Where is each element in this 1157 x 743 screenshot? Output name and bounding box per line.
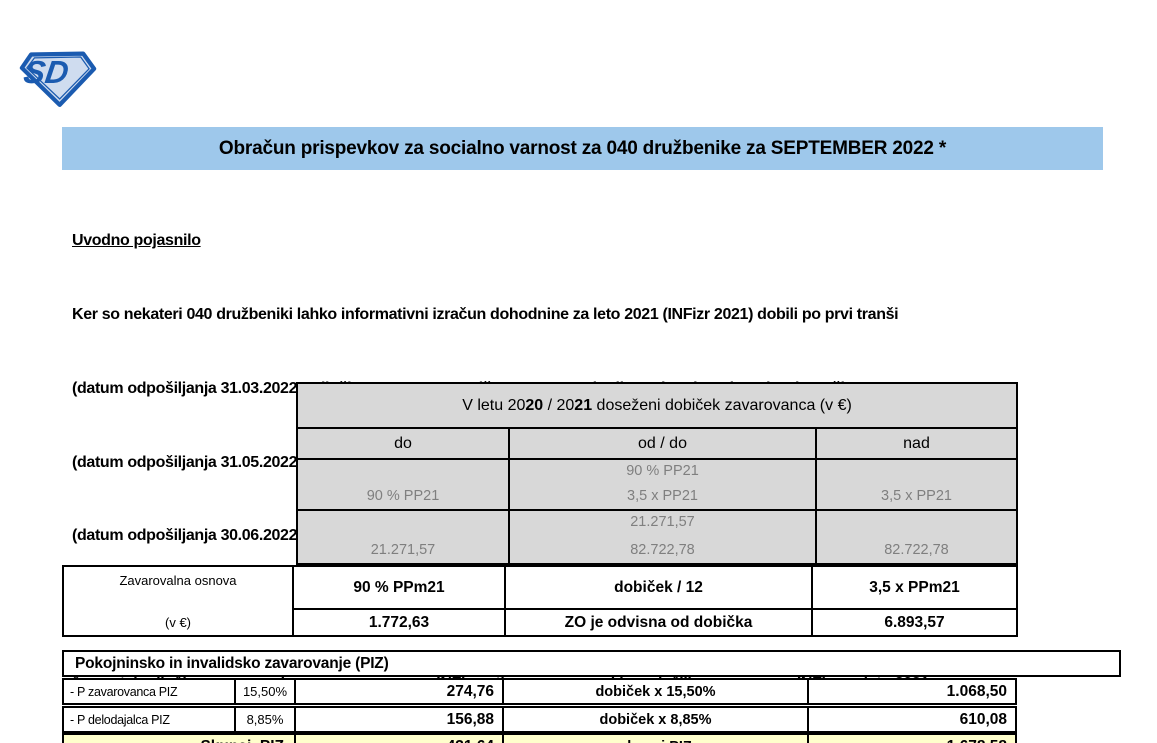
piz-row-rate: 8,85% (236, 708, 294, 731)
piz-row-amount-nad: 610,08 (809, 708, 1015, 731)
document-title-bar: Obračun prispevkov za socialno varnost z… (62, 127, 1103, 170)
base-formula-do: 90 % PPm21 (294, 567, 504, 608)
piz-total-formula: skupaj PIZ (504, 735, 807, 743)
threshold-cell-nad: 82.722,78 (817, 511, 1016, 563)
piz-row-label: - P delodajalca PIZ (64, 708, 234, 731)
intro-heading: Uvodno pojasnilo (72, 232, 201, 250)
pp21-cell-nad: 3,5 x PP21 (817, 460, 1016, 509)
base-formula-nad: 3,5 x PPm21 (813, 567, 1016, 608)
intro-line: Ker so nekateri 040 družbeniki lahko inf… (72, 305, 899, 323)
logo-letters: SD (22, 54, 71, 90)
base-value-do: 1.772,63 (294, 610, 504, 635)
piz-row-formula: dobiček x 15,50% (504, 680, 807, 703)
piz-total-amount-do: 431,64 (296, 735, 502, 743)
piz-row-zavarovanca: - P zavarovanca PIZ 15,50% 274,76 dobiče… (62, 678, 1017, 705)
base-value-od-do: ZO je odvisna od dobička (506, 610, 811, 635)
pp21-cell-od-do: 90 % PP21 3,5 x PP21 (510, 460, 815, 509)
piz-row-delodajalca: - P delodajalca PIZ 8,85% 156,88 dobiček… (62, 706, 1017, 733)
base-formula-od-do: dobiček / 12 (506, 567, 811, 608)
page-title: Obračun prispevkov za socialno varnost z… (218, 137, 947, 159)
profit-range-table: V letu 20 20 / 20 21 doseženi dobiček zava… (296, 382, 1018, 565)
col-header-od-do: od / do (510, 429, 815, 458)
piz-row-amount-do: 274,76 (296, 680, 502, 703)
piz-row-rate: 15,50% (236, 680, 294, 703)
threshold-cell-od-do: 21.271,57 82.722,78 (510, 511, 815, 563)
piz-row-amount-do: 156,88 (296, 708, 502, 731)
threshold-cell-do: 21.271,57 (298, 511, 508, 563)
col-header-do: do (298, 429, 508, 458)
piz-total-row: Skupaj PIZ 431,64 skupaj PIZ 1.678,58 (62, 733, 1017, 743)
sd-shield-logo-icon: SD (19, 51, 97, 107)
piz-row-amount-nad: 1.068,50 (809, 680, 1015, 703)
col-header-nad: nad (817, 429, 1016, 458)
piz-total-amount-nad: 1.678,58 (809, 735, 1015, 743)
piz-section-header: Pokojninsko in invalidsko zavarovanje (P… (62, 650, 1121, 677)
piz-row-label: - P zavarovanca PIZ (64, 680, 234, 703)
insurance-base-table: Zavarovalna osnova (v €) 90 % PPm21 dobi… (62, 565, 1018, 637)
pp21-cell-do: 90 % PP21 (298, 460, 508, 509)
base-value-nad: 6.893,57 (813, 610, 1016, 635)
insurance-base-label: Zavarovalna osnova (v €) (64, 567, 292, 635)
piz-row-formula: dobiček x 8,85% (504, 708, 807, 731)
profit-table-title: V letu 20 20 / 20 21 doseženi dobiček zava… (298, 384, 1016, 427)
piz-total-label: Skupaj PIZ (64, 735, 294, 743)
